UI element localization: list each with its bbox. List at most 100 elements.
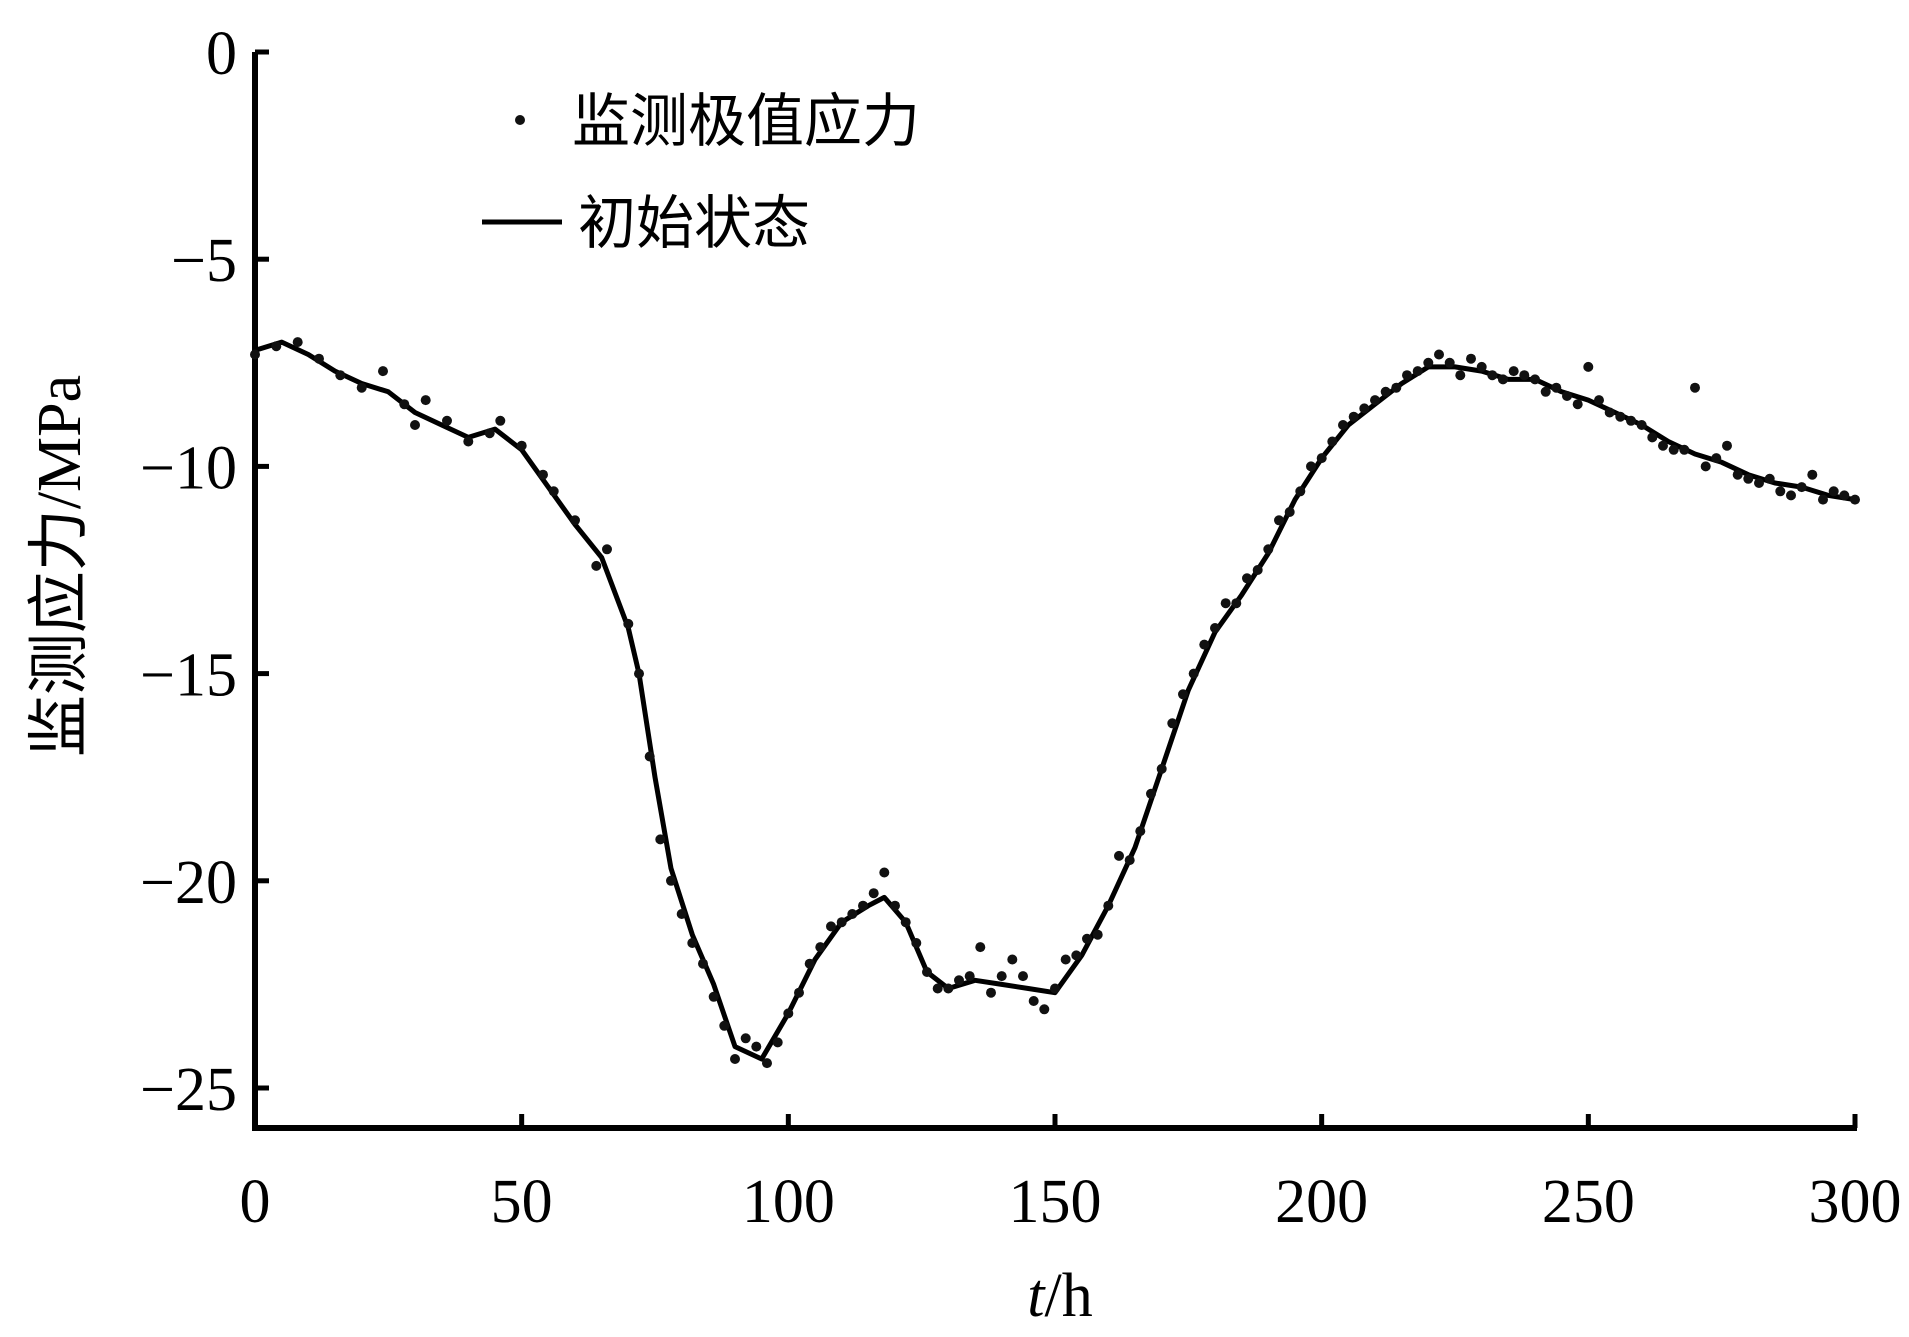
data-point	[932, 983, 943, 994]
data-point	[1231, 598, 1242, 609]
data-point	[815, 942, 826, 953]
data-point	[634, 668, 644, 679]
data-point	[666, 875, 676, 886]
y-tick-label: −15	[140, 642, 237, 710]
data-point	[292, 337, 303, 348]
data-point	[463, 436, 474, 447]
data-point	[420, 395, 431, 406]
data-point	[1327, 436, 1338, 447]
data-point	[1743, 473, 1754, 484]
plot-area: 0 −5 −10 −15 −20 −25 0 50 100 150 200 250 300	[140, 20, 1901, 1236]
data-point	[1348, 411, 1359, 422]
data-point	[1807, 469, 1818, 480]
data-point	[602, 544, 612, 555]
data-point	[548, 486, 559, 497]
data-point	[1508, 366, 1519, 377]
data-point	[762, 1058, 772, 1069]
data-point	[1455, 370, 1466, 381]
data-point	[623, 618, 634, 629]
data-point	[1604, 407, 1615, 418]
data-point	[1114, 850, 1124, 861]
data-point	[836, 917, 847, 928]
data-point	[1103, 900, 1114, 911]
data-point	[1636, 420, 1647, 430]
x-axis-title-italic: t	[1027, 1262, 1046, 1330]
data-point	[1359, 403, 1370, 414]
data-point	[868, 888, 879, 899]
data-point	[1380, 386, 1391, 397]
data-point	[1156, 763, 1167, 774]
data-point	[1476, 361, 1487, 372]
data-point	[1764, 473, 1775, 484]
data-point	[687, 938, 698, 948]
data-point	[495, 415, 506, 426]
x-tick-label: 0	[240, 1168, 271, 1236]
data-point	[954, 975, 964, 986]
data-point	[1668, 444, 1679, 455]
data-point	[1839, 490, 1850, 501]
data-point	[1391, 382, 1402, 393]
data-point	[879, 867, 890, 878]
data-point	[1167, 718, 1178, 729]
data-point	[719, 1020, 730, 1031]
y-axis-title: 监测应力/MPa	[26, 375, 94, 757]
x-axis-title-unit: /h	[1045, 1262, 1093, 1330]
data-point	[1711, 453, 1722, 464]
data-point	[900, 917, 911, 928]
data-point	[730, 1054, 740, 1064]
data-point	[1530, 374, 1540, 385]
data-point	[1274, 515, 1284, 526]
x-tick-label: 50	[491, 1168, 553, 1236]
legend-marker-points	[515, 115, 525, 125]
data-point	[1434, 349, 1444, 360]
data-point	[1050, 983, 1060, 994]
data-point	[1562, 391, 1572, 401]
data-point	[1466, 353, 1476, 364]
data-point	[922, 967, 932, 977]
data-point	[1658, 440, 1668, 451]
data-point	[1370, 395, 1380, 406]
data-point	[964, 971, 975, 982]
data-point	[1850, 494, 1860, 505]
data-point	[890, 900, 900, 911]
data-point	[1284, 507, 1295, 517]
x-tick-label: 100	[742, 1168, 835, 1236]
data-point	[410, 420, 420, 430]
legend-label-points: 监测极值应力	[572, 87, 920, 155]
data-point	[1754, 478, 1764, 488]
data-point	[1626, 415, 1636, 426]
data-point	[655, 834, 666, 845]
data-point	[975, 942, 986, 953]
data-point	[1487, 370, 1498, 381]
data-point	[1092, 929, 1103, 940]
data-point	[1263, 544, 1274, 555]
data-point	[1775, 486, 1786, 497]
data-point	[1679, 444, 1690, 455]
data-point	[1135, 826, 1146, 837]
data-point	[1700, 461, 1711, 472]
data-point	[911, 938, 922, 948]
data-point	[591, 560, 602, 571]
data-point	[1210, 623, 1220, 633]
data-point	[740, 1033, 751, 1044]
y-ticks: 0 −5 −10 −15 −20 −25	[140, 20, 269, 1124]
x-tick-label: 150	[1009, 1168, 1102, 1236]
data-point	[1412, 366, 1423, 377]
data-point	[1615, 411, 1626, 422]
data-point	[1690, 382, 1700, 393]
data-point	[1146, 788, 1156, 799]
data-point	[847, 909, 858, 919]
data-point	[1060, 954, 1071, 965]
data-point	[1786, 490, 1796, 501]
data-point	[1242, 573, 1252, 584]
data-point	[1444, 357, 1455, 368]
data-point	[1071, 950, 1082, 961]
data-point	[314, 353, 324, 364]
y-tick-label: −5	[171, 227, 237, 295]
x-tick-label: 300	[1809, 1168, 1902, 1236]
data-point	[378, 366, 388, 377]
data-point	[1018, 971, 1028, 982]
y-tick-label: −25	[140, 1056, 237, 1124]
data-point	[570, 515, 580, 526]
data-point	[538, 469, 548, 480]
